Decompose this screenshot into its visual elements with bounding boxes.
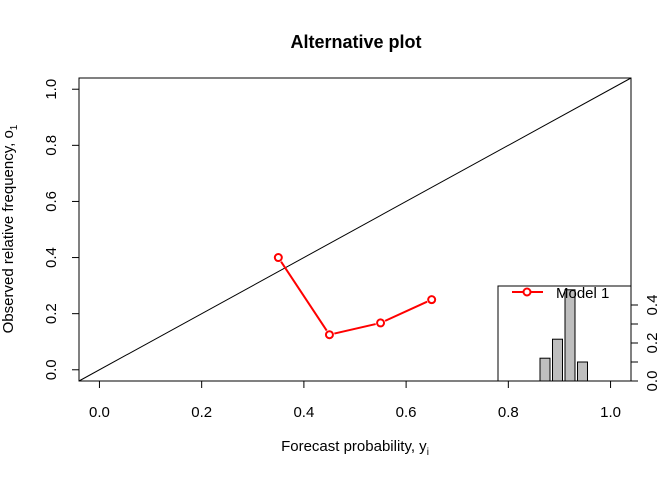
x-tick-label: 0.4 <box>293 404 314 421</box>
inset-bars <box>539 289 588 382</box>
y-tick-label: 1.0 <box>43 79 60 100</box>
data-point <box>427 295 437 305</box>
histogram-bar <box>539 357 551 382</box>
x-axis: 0.0 0.2 0.4 0.6 0.8 1.0 <box>89 380 621 421</box>
x-tick-label: 1.0 <box>600 404 621 421</box>
series-segment <box>384 300 428 322</box>
legend-marker <box>522 287 532 297</box>
x-tick-label: 0.2 <box>191 404 212 421</box>
x-tick-label: 0.6 <box>396 404 417 421</box>
legend: Model 1 <box>512 285 609 302</box>
y-tick-label: 0.2 <box>43 303 60 324</box>
data-point <box>273 253 283 263</box>
inset-tick-label: 0.2 <box>644 333 661 354</box>
y-tick-label: 0.4 <box>43 247 60 268</box>
x-axis-label-main: Forecast probability, y <box>281 438 427 455</box>
y-tick-label: 0.6 <box>43 191 60 212</box>
series-layer <box>273 253 437 340</box>
histogram-bar <box>552 338 563 382</box>
x-axis-label: Forecast probability, yi <box>281 438 429 458</box>
histogram-bar <box>577 361 588 382</box>
x-tick-label: 0.8 <box>498 404 519 421</box>
data-point <box>324 330 334 340</box>
inset-histogram: 0.0 0.2 0.4 <box>497 285 661 392</box>
legend-label-model-1: Model 1 <box>556 285 609 302</box>
y-axis: 0.0 0.2 0.4 0.6 0.8 1.0 <box>43 79 80 380</box>
y-tick-label: 0.0 <box>43 359 60 380</box>
inset-tick-label: 0.4 <box>644 295 661 316</box>
series-segment <box>334 323 376 335</box>
data-point <box>376 318 386 328</box>
chart-title: Alternative plot <box>290 32 421 52</box>
diagonal-reference-line <box>78 77 632 382</box>
y-tick-label: 0.8 <box>43 135 60 156</box>
series-segment <box>280 261 328 332</box>
x-tick-label: 0.0 <box>89 404 110 421</box>
y-axis-label: Observed relative frequency, o1 <box>0 124 20 333</box>
inset-y-axis: 0.0 0.2 0.4 <box>631 295 661 392</box>
y-axis-label-main: Observed relative frequency, o <box>0 130 17 333</box>
y-axis-label-subscript: 1 <box>9 124 20 130</box>
histogram-bar <box>564 289 576 382</box>
x-axis-label-subscript: i <box>427 447 429 458</box>
inset-tick-label: 0.0 <box>644 371 661 392</box>
